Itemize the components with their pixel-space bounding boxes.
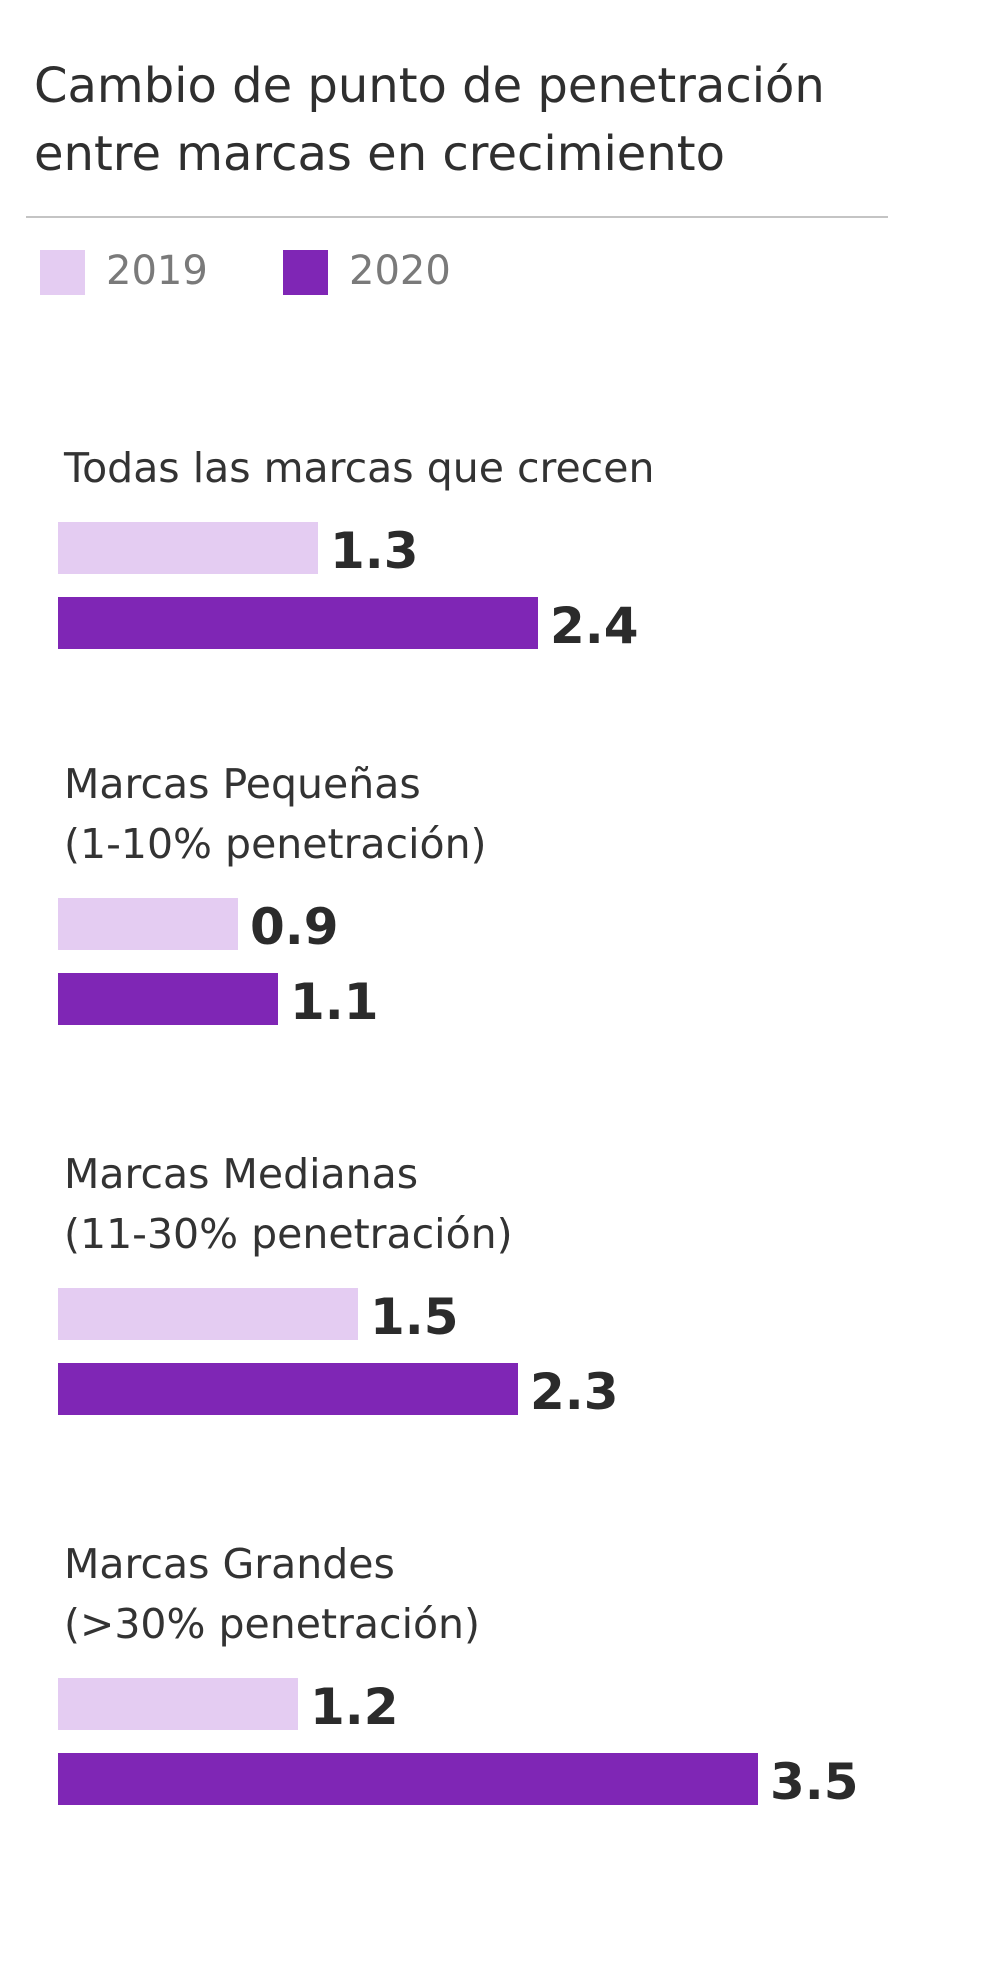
legend-label-2020: 2020 <box>349 248 451 294</box>
bar-value-label: 1.5 <box>370 1288 459 1346</box>
category-label: Marcas Medianas <box>64 1150 418 1198</box>
bar-value-label: 1.3 <box>330 522 419 580</box>
chart-title-line: Cambio de punto de penetración <box>34 58 825 114</box>
title-divider <box>26 216 888 218</box>
chart-title-line: entre marcas en crecimiento <box>34 126 725 182</box>
bar-value-label: 3.5 <box>770 1753 859 1811</box>
bar-value-label: 2.4 <box>550 597 639 655</box>
bar-2019 <box>58 1678 298 1730</box>
bar-2020 <box>58 1363 518 1415</box>
category-label: (1-10% penetración) <box>64 820 487 868</box>
bar-value-label: 2.3 <box>530 1363 619 1421</box>
category-label: (11-30% penetración) <box>64 1210 513 1258</box>
bar-2020 <box>58 973 278 1025</box>
legend-swatch-2020 <box>283 250 328 295</box>
bar-2019 <box>58 1288 358 1340</box>
bar-value-label: 1.1 <box>290 973 379 1031</box>
category-label: Marcas Grandes <box>64 1540 395 1588</box>
bar-2019 <box>58 898 238 950</box>
bar-2019 <box>58 522 318 574</box>
chart-title: Cambio de punto de penetración entre mar… <box>34 52 934 188</box>
category-label: Todas las marcas que crecen <box>63 444 654 492</box>
bar-2020 <box>58 1753 758 1805</box>
bar-2020 <box>58 597 538 649</box>
bar-value-label: 0.9 <box>250 898 339 956</box>
bar-value-label: 1.2 <box>310 1678 399 1736</box>
category-label: Marcas Pequeñas <box>64 760 421 808</box>
legend-label-2019: 2019 <box>106 248 208 294</box>
legend-swatch-2019 <box>40 250 85 295</box>
category-label: (>30% penetración) <box>64 1600 480 1648</box>
